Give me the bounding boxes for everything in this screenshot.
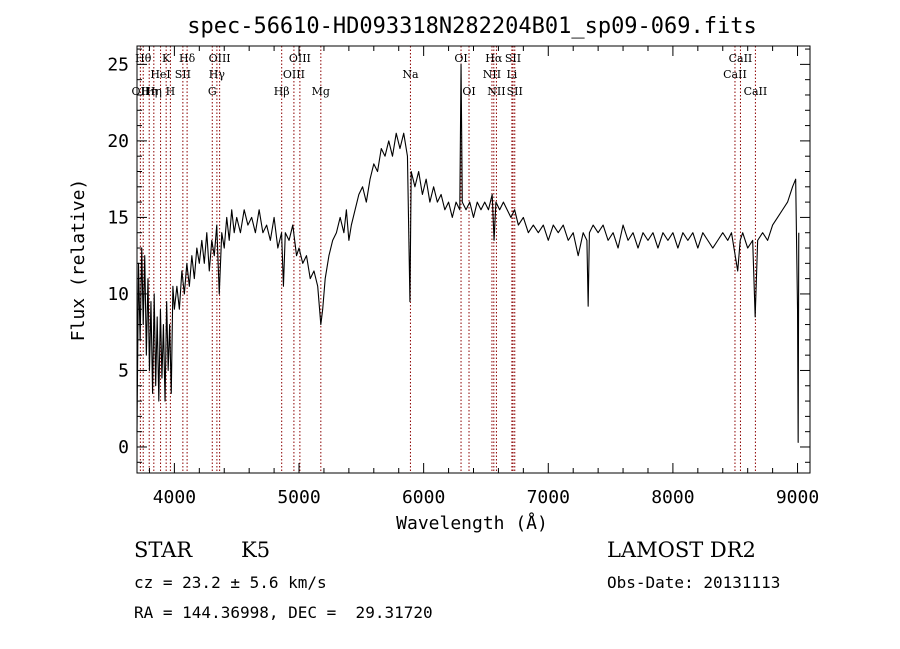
line-marker-label: OIII [289, 52, 311, 65]
y-tick-label: 10 [107, 284, 129, 305]
spectrum-line-0 [136, 63, 800, 443]
chart-title: spec-56610-HD093318N282204B01_sp09-069.f… [187, 14, 757, 39]
line-marker-label: G [208, 85, 217, 98]
line-marker-label: OIII [209, 52, 231, 65]
line-marker-label: CaII [744, 85, 768, 98]
y-axis-ticks: 0 5 10 15 20 25 [107, 48, 810, 463]
line-marker-label: Hδ [179, 52, 196, 65]
sky-coordinates: RA = 144.36998, DEC = 29.31720 [134, 603, 433, 622]
line-marker-label: SII [505, 52, 521, 65]
line-marker-label: Hη [141, 85, 157, 98]
object-class: STAR [134, 538, 193, 562]
survey-name: LAMOST DR2 [607, 538, 756, 562]
line-marker-label: NII [483, 68, 501, 81]
line-marker-label: H [166, 85, 176, 98]
line-marker-label: Hβ [274, 85, 290, 98]
line-markers [139, 46, 756, 473]
x-tick-label: 6000 [402, 487, 445, 508]
line-marker-label: OIII [283, 68, 305, 81]
x-tick-label: 8000 [651, 487, 694, 508]
line-marker-label: K [162, 52, 171, 65]
line-marker-label: CaII [729, 52, 753, 65]
line-marker-label: SII [507, 85, 523, 98]
y-tick-label: 15 [107, 207, 129, 228]
line-marker-label: Hγ [209, 68, 226, 81]
line-marker-label: NII [487, 85, 505, 98]
plot-frame [136, 45, 811, 474]
y-tick-label: 5 [118, 360, 129, 381]
line-marker-label: Li [506, 68, 517, 81]
object-subclass: K5 [241, 538, 271, 562]
line-marker-label: Hη [146, 85, 162, 98]
line-marker-label: CaII [723, 68, 747, 81]
y-tick-label: 25 [107, 54, 129, 75]
spectrum-series [136, 63, 800, 443]
x-axis-label: Wavelength (Å) [396, 512, 548, 534]
y-axis-label: Flux (relative) [68, 179, 89, 342]
x-tick-label: 9000 [776, 487, 819, 508]
line-marker-label: Hα [485, 52, 503, 65]
redshift-velocity: cz = 23.2 ± 5.6 km/s [134, 573, 327, 592]
line-marker-label: HeI [150, 68, 170, 81]
observation-date: Obs-Date: 20131113 [607, 573, 781, 592]
line-marker-label: Na [402, 68, 419, 81]
line-marker-label: OII [132, 85, 150, 98]
x-axis-ticks: 4000 5000 6000 7000 8000 9000 [148, 46, 819, 508]
y-tick-label: 20 [107, 131, 129, 152]
line-marker-label: SII [175, 68, 191, 81]
line-marker-label: Mg [312, 85, 330, 98]
x-tick-label: 4000 [153, 487, 196, 508]
x-tick-label: 7000 [527, 487, 570, 508]
line-marker-label: OI [462, 85, 475, 98]
line-marker-label: OI [454, 52, 467, 65]
line-marker-label: Hθ [135, 52, 152, 65]
y-tick-label: 0 [118, 437, 129, 458]
x-tick-label: 5000 [277, 487, 320, 508]
